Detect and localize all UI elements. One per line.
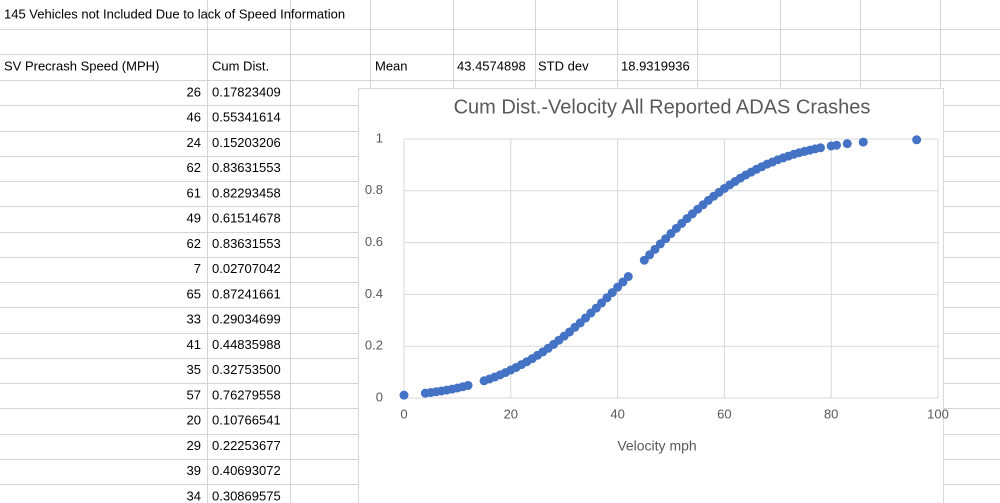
speed-cell: 65 xyxy=(187,286,201,301)
dist-cell: 0.44835988 xyxy=(212,337,281,352)
point xyxy=(816,143,826,153)
point xyxy=(463,380,473,390)
dist-cell: 0.83631553 xyxy=(212,160,281,175)
point xyxy=(842,139,852,149)
header-cell: Cum Dist. xyxy=(212,58,269,73)
dist-cell: 0.22253677 xyxy=(212,438,281,453)
chart-title: Cum Dist.-Velocity All Reported ADAS Cra… xyxy=(454,96,871,118)
speed-cell: 49 xyxy=(187,211,201,226)
speed-cell: 7 xyxy=(194,261,201,276)
x-tick-label: 40 xyxy=(610,406,624,421)
speed-cell: 57 xyxy=(187,387,201,402)
speed-cell: 39 xyxy=(187,463,201,478)
dist-cell: 0.83631553 xyxy=(212,236,281,251)
x-tick-label: 80 xyxy=(824,406,838,421)
speed-cell: 29 xyxy=(187,438,201,453)
dist-cell: 0.02707042 xyxy=(212,261,281,276)
speed-cell: 46 xyxy=(187,110,201,125)
y-tick-label: 0.6 xyxy=(365,234,383,249)
stat-label: STD dev xyxy=(538,58,589,73)
dist-cell: 0.17823409 xyxy=(212,84,281,99)
x-tick-label: 0 xyxy=(400,406,407,421)
point xyxy=(832,140,842,150)
y-tick-label: 0 xyxy=(376,389,383,404)
dist-cell: 0.29034699 xyxy=(212,312,281,327)
stat-value: 18.9319936 xyxy=(621,58,690,73)
dist-cell: 0.55341614 xyxy=(212,110,281,125)
stat-label: Mean xyxy=(375,58,408,73)
dist-cell: 0.32753500 xyxy=(212,362,281,377)
dist-cell: 0.40693072 xyxy=(212,463,281,478)
point xyxy=(858,137,868,147)
y-tick-label: 0.8 xyxy=(365,182,383,197)
x-tick-label: 20 xyxy=(504,406,518,421)
y-tick-label: 0.2 xyxy=(365,338,383,353)
dist-cell: 0.61514678 xyxy=(212,211,281,226)
dist-cell: 0.87241661 xyxy=(212,286,281,301)
point xyxy=(399,390,409,400)
y-tick-label: 1 xyxy=(376,130,383,145)
speed-cell: 20 xyxy=(187,413,201,428)
stat-value: 43.4574898 xyxy=(457,58,526,73)
chart-area xyxy=(358,88,944,503)
dist-cell: 0.15203206 xyxy=(212,135,281,150)
speed-cell: 26 xyxy=(187,84,201,99)
speed-cell: 24 xyxy=(187,135,201,150)
speed-cell: 62 xyxy=(187,236,201,251)
x-tick-label: 60 xyxy=(717,406,731,421)
dist-cell: 0.30869575 xyxy=(212,488,281,503)
speed-cell: 33 xyxy=(187,312,201,327)
x-tick-label: 100 xyxy=(927,406,949,421)
speed-cell: 62 xyxy=(187,160,201,175)
dist-cell: 0.10766541 xyxy=(212,413,281,428)
speed-cell: 35 xyxy=(187,362,201,377)
note-cell: 145 Vehicles not Included Due to lack of… xyxy=(4,6,345,21)
speed-cell: 41 xyxy=(187,337,201,352)
dist-cell: 0.82293458 xyxy=(212,185,281,200)
header-cell: SV Precrash Speed (MPH) xyxy=(4,58,159,73)
speed-cell: 61 xyxy=(187,185,201,200)
point xyxy=(623,272,633,282)
point xyxy=(912,135,922,145)
speed-cell: 34 xyxy=(187,488,201,503)
dist-cell: 0.76279558 xyxy=(212,387,281,402)
y-tick-label: 0.4 xyxy=(365,286,383,301)
x-axis-title: Velocity mph xyxy=(617,438,696,454)
